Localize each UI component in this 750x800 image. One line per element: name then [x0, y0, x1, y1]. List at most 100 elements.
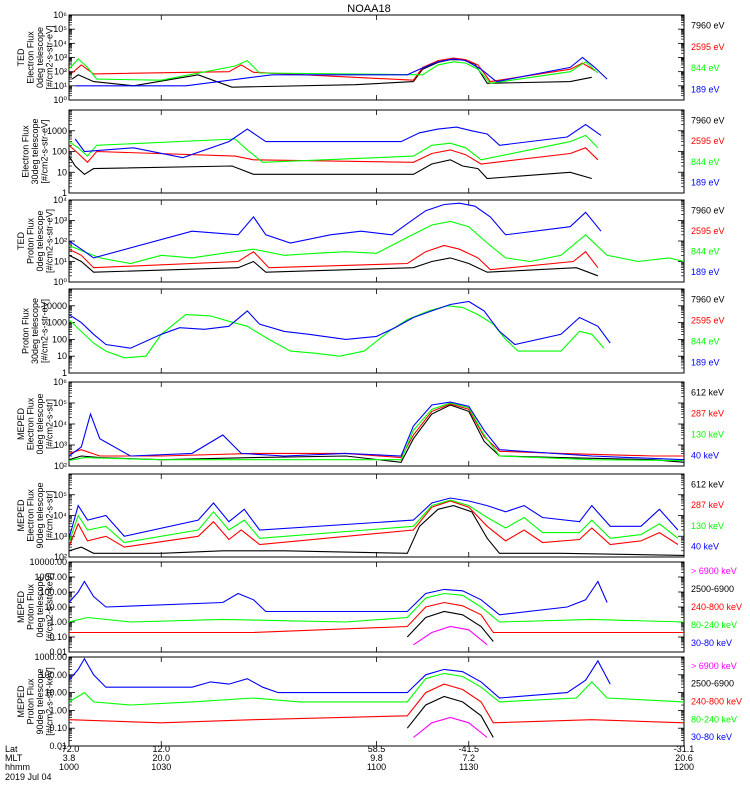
panel-8: 0.01 0.10 1.00 10.00 100.00 1000.00 MEPEDProto…	[16, 652, 742, 751]
y-axis-label-line: [#/cm2-s-str-eV]	[40, 299, 50, 363]
y-tick-label: 10⁰	[53, 95, 67, 105]
legend-entry: 189 eV	[691, 358, 720, 368]
legend-entry: 844 eV	[691, 157, 720, 167]
panel-frame	[68, 14, 685, 101]
y-axis-label-line: Proton Flux	[25, 583, 35, 630]
figure-title: NOAA18	[347, 3, 390, 15]
legend-entry: 7960 eV	[691, 205, 725, 215]
y-tick-label: 1.00	[49, 617, 67, 627]
y-axis-label-line: MEPED	[16, 408, 26, 441]
y-axis-label-line: 90deg telescope	[35, 482, 45, 548]
legend-entry: 287 keV	[691, 500, 724, 510]
y-axis-label-line: TED	[16, 231, 26, 250]
y-axis-label-line: [#/cm2-s-str]	[44, 490, 54, 540]
x-tick-lat: -31.1	[674, 744, 695, 754]
y-axis-label-line: [#/cm2-s-str-eV]	[40, 119, 50, 183]
y-tick-label: 10³	[54, 440, 67, 450]
panel-1: 10⁰ 10¹ 10² 10³ 10⁴ 10⁵ 10⁶ TEDElectron Flux0de…	[16, 10, 725, 105]
legend-entry: 189 eV	[691, 178, 720, 188]
panel-3: 10⁰ 10¹ 10² 10³ 10⁴ TEDProton Flux0deg telesc…	[16, 195, 725, 287]
legend-entry: 30-80 keV	[691, 732, 732, 742]
legend-entry: 240-800 keV	[691, 697, 742, 707]
y-tick-label: 10⁵	[53, 398, 67, 408]
series-line	[69, 58, 599, 84]
y-tick-label: 10.00	[44, 688, 67, 698]
y-axis-label: MEPEDElectron Flux0deg telescope[#/cm2-s…	[16, 393, 55, 454]
x-tick-hhmm: 1030	[151, 762, 171, 772]
series-line	[71, 59, 592, 88]
y-tick-label: 1000	[47, 318, 67, 328]
y-tick-label: 10⁴	[53, 195, 67, 205]
legend-entry: 130 keV	[691, 430, 724, 440]
y-tick-label: 1	[62, 368, 67, 378]
legend-entry: 7960 eV	[691, 115, 725, 125]
series-line	[69, 500, 679, 548]
y-axis-label-line: 0deg telescope	[35, 27, 45, 88]
legend-entry: 189 eV	[691, 267, 720, 277]
y-tick-label: 1	[62, 188, 67, 198]
x-date-label: 2019 Jul 04	[5, 772, 52, 782]
y-tick-label: 100	[52, 147, 67, 157]
legend-entry: 287 keV	[691, 409, 724, 419]
legend-entry: 240-800 keV	[691, 602, 742, 612]
y-axis-label: TEDElectron Flux0deg telescope[#/cm2-s-s…	[16, 25, 55, 89]
y-axis-label-line: [#/cm2-s-str-eV]	[44, 25, 54, 89]
y-axis-label-line: MEPED	[16, 685, 26, 718]
series-line	[406, 610, 494, 642]
series-line	[69, 403, 684, 459]
y-tick-label: 10²	[54, 461, 67, 471]
x-tick-hhmm: 1200	[674, 762, 694, 772]
y-tick-label: 0.10	[49, 632, 67, 642]
y-tick-label: 10⁵	[53, 24, 67, 34]
series-line	[75, 56, 608, 87]
y-tick-label: 10000.00	[29, 557, 67, 567]
y-tick-label: 0.01	[49, 647, 67, 657]
panel-frame	[68, 109, 685, 194]
legend-entry: 40 keV	[691, 542, 719, 552]
x-tick-mlt: 9.8	[370, 753, 383, 763]
x-row-label: Lat	[5, 744, 18, 754]
legend-entry: 2500-6900	[691, 584, 734, 594]
x-row-label: MLT	[5, 753, 23, 763]
y-tick-label: 10⁴	[53, 419, 67, 429]
y-tick-label: 100	[52, 334, 67, 344]
y-axis-label-line: [#/cm2-s-str-keV]	[44, 573, 54, 642]
y-axis-label-line: 30deg telescope	[30, 298, 40, 364]
y-tick-label: 10⁴	[53, 38, 67, 48]
series-line	[69, 580, 608, 616]
y-axis-label-line: [#/cm2-s-str-eV]	[44, 209, 54, 273]
x-tick-lat: -41.5	[458, 744, 479, 754]
x-tick-mlt: 20.6	[675, 753, 693, 763]
y-tick-label: 1.00	[49, 705, 67, 715]
y-axis-label-line: Proton Flux	[25, 217, 35, 264]
legend-entry: 844 eV	[691, 337, 720, 347]
series-line	[69, 401, 684, 461]
y-axis-label-line: Electron Flux	[25, 397, 35, 450]
y-tick-label: 1000.00	[34, 652, 67, 662]
series-line	[69, 244, 599, 271]
y-tick-label: 10.00	[44, 602, 67, 612]
x-tick-mlt: 20.0	[152, 753, 170, 763]
legend-entry: 844 eV	[691, 63, 720, 73]
y-axis-label: MEPEDElectron Flux90deg telescope[#/cm2-…	[16, 482, 55, 548]
x-tick-lat: -72.0	[59, 744, 80, 754]
x-tick-lat: 12.0	[152, 744, 170, 754]
series-line	[69, 601, 684, 634]
series-line	[413, 716, 488, 738]
panel-5: 10² 10³ 10⁴ 10⁵ 10⁶ MEPEDElectron Flux0deg te…	[16, 377, 724, 471]
x-tick-mlt: 3.8	[63, 753, 76, 763]
y-tick-label: 10²	[54, 236, 67, 246]
y-tick-label: 10	[57, 351, 67, 361]
y-axis-label-line: TED	[16, 48, 26, 67]
series-line	[69, 300, 611, 349]
y-axis-label-line: Electron Flux	[25, 489, 35, 542]
series-line	[69, 134, 599, 163]
y-tick-label: 10⁵	[53, 490, 67, 500]
y-tick-label: 10¹	[54, 81, 67, 91]
y-tick-label: 10³	[54, 53, 67, 63]
series-line	[69, 220, 684, 265]
